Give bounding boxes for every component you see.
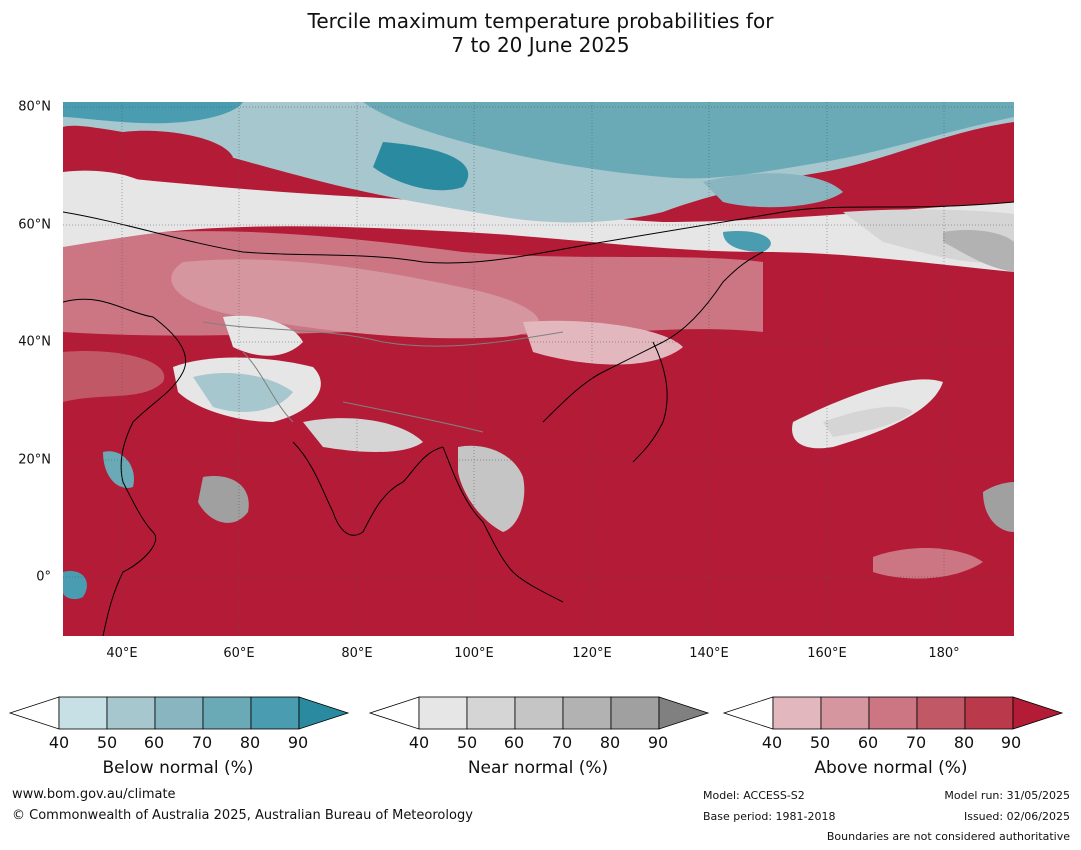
coastlines [63,201,1014,636]
colorbar-near-title: Near normal (%) [467,758,609,778]
cb-near-tick-80: 80 [599,733,621,752]
lon-label-140e: 140°E [689,646,729,661]
graticule [63,102,1014,636]
above-normal-60-south-pacific [873,547,983,579]
cb-above-tick-70: 70 [905,733,927,752]
cb-above-segment-80 [964,696,1014,730]
below-normal-red-sea [103,451,134,488]
lat-label-equator: 0° [36,569,51,585]
lat-label-60n: 60°N [18,217,51,233]
near-normal-north-europe [63,170,148,196]
above-normal-scandinavia [90,130,233,182]
model-run-date: Model run: 31/05/2025 [944,789,1070,802]
colorbar-graphics [8,696,1064,730]
lat-label-80n: 80°N [18,99,51,115]
near-normal-central-asia [223,315,303,356]
near-normal-northern-belt [63,172,1014,272]
cb-below-segment-60 [154,696,204,730]
cb-near-segment-80 [610,696,660,730]
probability-map [63,102,1014,636]
cb-near-tick-40: 40 [408,733,430,752]
coastline-west [63,298,187,636]
colorbar-above-title: Above normal (%) [814,758,968,778]
below-normal-90-siberia [373,142,469,191]
border-china-south [342,401,484,433]
coastline-se-asia [442,446,564,603]
near-normal-pacific-core [823,406,913,437]
coastline-arctic [63,201,1014,264]
near-normal-east-pacific [983,482,1014,532]
near-normal-tibet [303,418,423,452]
below-normal-east-africa [63,571,87,600]
cb-near-tick-90: 90 [647,733,669,752]
cb-below-segment-40 [58,696,108,730]
cb-below-tick-80: 80 [239,733,261,752]
colorbar-below-title: Below normal (%) [102,758,254,778]
lon-label-180: 180° [928,646,960,661]
cb-near-segment-50 [466,696,516,730]
lon-label-80e: 80°E [341,646,373,661]
boundaries-disclaimer: Boundaries are not considered authoritat… [826,830,1070,843]
cb-near-high-cap [658,696,710,730]
above-normal-50-north-china [523,320,683,365]
below-normal-80-arctic [63,102,243,124]
cb-above-tick-40: 40 [761,733,783,752]
cb-above-segment-50 [820,696,870,730]
copyright-notice: © Commonwealth of Australia 2025, Austra… [12,808,473,823]
cb-below-segment-50 [106,696,156,730]
cb-above-segment-60 [868,696,918,730]
cb-above-segment-70 [916,696,966,730]
near-normal-somalia [198,476,249,523]
issued-date: Issued: 02/06/2025 [963,810,1070,823]
model-name: Model: ACCESS-S2 [703,789,805,802]
above-normal-70-west [63,351,165,402]
cb-below-tick-90: 90 [287,733,309,752]
cb-above-tick-90: 90 [1000,733,1022,752]
lon-label-100e: 100°E [454,646,494,661]
below-normal-70-north [63,102,1014,179]
lat-label-40n: 40°N [18,334,51,350]
cb-above-tick-50: 50 [809,733,831,752]
cb-below-tick-50: 50 [96,733,118,752]
border-iran-afghanistan [242,351,294,423]
cb-near-segment-60 [514,696,564,730]
below-normal-80-spot [723,231,771,252]
cb-above-tick-60: 60 [857,733,879,752]
cb-near-segment-40 [418,696,468,730]
cb-near-low-cap [368,696,420,730]
cb-below-segment-70 [202,696,252,730]
cb-above-high-cap [1012,696,1064,730]
cb-near-tick-50: 50 [456,733,478,752]
cb-below-tick-40: 40 [48,733,70,752]
cb-above-segment-40 [772,696,822,730]
border-central-asia [202,321,564,347]
cb-above-tick-80: 80 [953,733,975,752]
lon-label-60e: 60°E [223,646,255,661]
map-canvas [63,102,1014,636]
cb-below-high-cap [298,696,350,730]
map-title-line-2: 7 to 20 June 2025 [451,33,630,57]
lon-label-120e: 120°E [572,646,612,661]
cb-below-tick-60: 60 [143,733,165,752]
near-normal-indochina [458,445,525,532]
below-normal-iran [193,372,293,412]
lon-label-40e: 40°E [106,646,138,661]
cb-below-segment-80 [250,696,300,730]
lon-label-160e: 160°E [807,646,847,661]
base-period: Base period: 1981-2018 [703,810,836,823]
cb-above-low-cap [722,696,774,730]
cb-below-tick-70: 70 [191,733,213,752]
country-borders [202,321,564,433]
below-normal-60-east [703,173,843,208]
cb-near-segment-70 [562,696,612,730]
coastline-india [292,441,444,536]
cb-below-low-cap [8,696,60,730]
near-normal-70-east [943,230,1014,272]
map-title-line-1: Tercile maximum temperature probabilitie… [307,9,774,33]
lat-label-20n: 20°N [18,452,51,468]
cb-near-tick-70: 70 [551,733,573,752]
coastline-japan [632,341,668,463]
cb-near-tick-60: 60 [503,733,525,752]
website-link[interactable]: www.bom.gov.au/climate [12,787,176,802]
